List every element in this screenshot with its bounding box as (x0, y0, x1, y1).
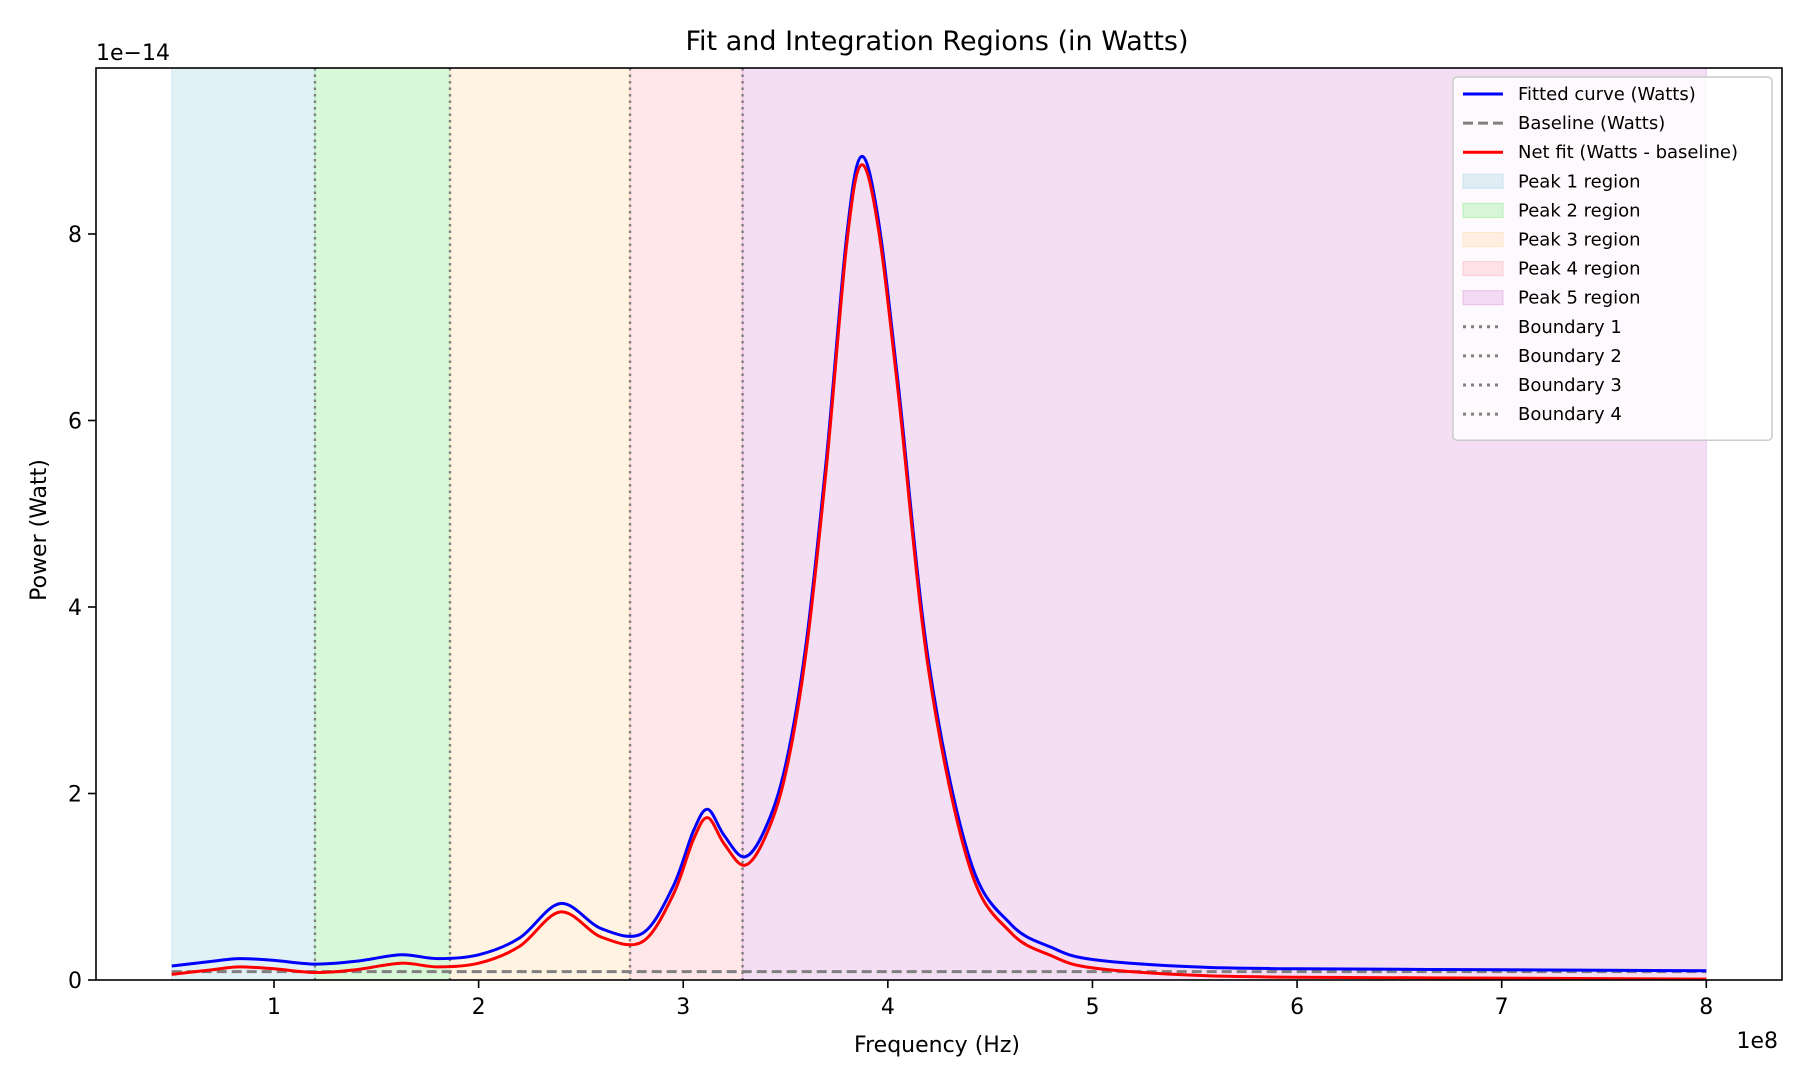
legend-label: Boundary 1 (1518, 317, 1622, 338)
legend-label: Net fit (Watts - baseline) (1518, 142, 1738, 163)
y-tick-label: 2 (68, 782, 82, 807)
legend-label: Baseline (Watts) (1518, 113, 1665, 134)
region-peak-3 (449, 67, 631, 981)
legend-swatch-patch (1462, 232, 1504, 247)
x-tick-label: 8 (1699, 995, 1713, 1020)
legend-label: Fitted curve (Watts) (1518, 84, 1696, 105)
x-axis-label: Frequency (Hz) (854, 1033, 1020, 1058)
plot-frame (95, 67, 1783, 981)
legend-swatch-patch (1462, 202, 1504, 218)
y-axis-multiplier: 1e−14 (96, 41, 170, 66)
legend-label: Peak 3 region (1518, 230, 1641, 251)
legend-label: Boundary 4 (1518, 404, 1622, 425)
legend-swatch-patch (1462, 290, 1504, 306)
boundaries-layer (313, 68, 744, 980)
region-peak-1 (171, 67, 316, 981)
x-tick-label: 6 (1290, 995, 1304, 1020)
x-tick-label: 4 (881, 995, 895, 1020)
x-axis-multiplier: 1e8 (1736, 1029, 1778, 1054)
legend-swatch-patch (1462, 173, 1504, 189)
legend-label: Boundary 2 (1518, 346, 1622, 367)
x-tick-label: 2 (472, 995, 486, 1020)
legend-label: Boundary 3 (1518, 375, 1622, 396)
y-tick-label: 4 (68, 596, 82, 621)
legend-label: Peak 4 region (1518, 259, 1641, 280)
chart-title: Fit and Integration Regions (in Watts) (685, 26, 1188, 57)
x-tick-label: 1 (267, 995, 281, 1020)
region-peak-4 (629, 67, 744, 981)
x-tick-label: 5 (1085, 995, 1099, 1020)
legend-label: Peak 2 region (1518, 200, 1641, 221)
legend-swatch-patch (1462, 261, 1504, 277)
x-tick-label: 3 (676, 995, 690, 1020)
region-peak-2 (314, 67, 451, 981)
legend: Fitted curve (Watts) Baseline (Watts) Net … (1452, 76, 1773, 441)
regions-layer (171, 67, 1707, 981)
x-axis-ticks: 1 2 3 4 5 6 7 8 (267, 980, 1713, 1020)
y-axis-ticks: 0 2 4 6 8 (68, 223, 96, 994)
y-axis-label: Power (Watt) (27, 459, 52, 601)
legend-box (1452, 76, 1773, 441)
legend-label: Peak 5 region (1518, 288, 1641, 309)
y-tick-label: 0 (68, 969, 82, 994)
y-tick-label: 6 (68, 409, 82, 434)
x-tick-label: 7 (1495, 995, 1509, 1020)
series-line-3 (171, 163, 1707, 981)
series-layer (171, 155, 1707, 981)
legend-label: Peak 1 region (1518, 171, 1641, 192)
y-tick-label: 8 (68, 223, 82, 248)
